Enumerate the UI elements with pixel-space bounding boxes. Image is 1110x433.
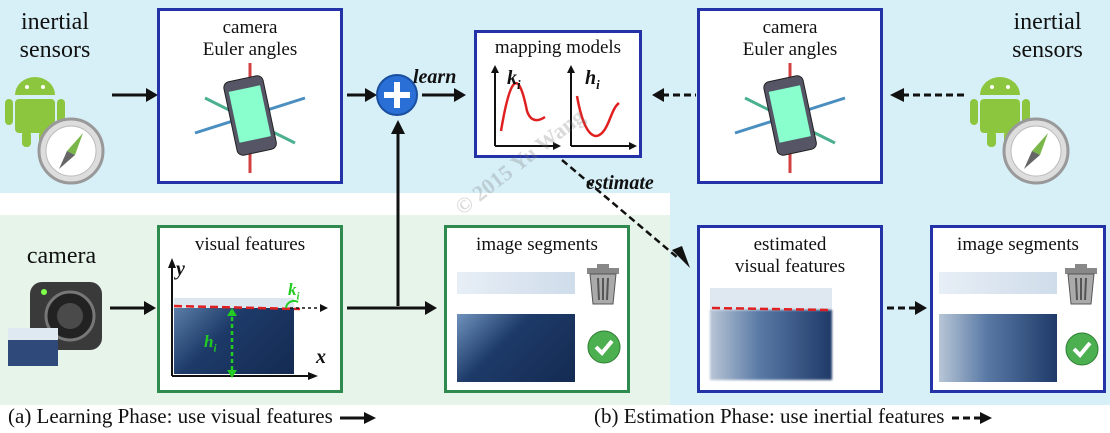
- image-segments-box-right: image segments: [930, 225, 1106, 393]
- k-curve: [499, 81, 546, 132]
- arrow-features-to-segments: [347, 301, 437, 315]
- sensors-icon-left: [5, 75, 115, 185]
- caption-learning: (a) Learning Phase: use visual features: [8, 404, 378, 429]
- arrow-estimated-to-segments-dashed: [887, 301, 927, 315]
- h-curve: [575, 95, 620, 138]
- sea-segment-right: [939, 314, 1057, 382]
- image-segments-title-left: image segments: [476, 234, 598, 255]
- caption-estimation: (b) Estimation Phase: use inertial featu…: [594, 404, 994, 429]
- camera-euler-title-right: camera Euler angles: [742, 17, 838, 60]
- h-label: hi: [585, 67, 600, 92]
- phone-axes-icon-left: [194, 63, 306, 173]
- estimated-features-box: estimated visual features: [697, 225, 883, 393]
- arrow-models-to-estimated-dashed: [561, 159, 690, 268]
- camera-app-icon: [8, 282, 102, 366]
- learn-label: learn: [413, 66, 457, 88]
- k-label: ki: [507, 67, 521, 92]
- arrow-sensors-to-euler-right-dashed: [890, 88, 964, 102]
- sky-segment-right: [939, 272, 1057, 294]
- feature-axes: [168, 258, 328, 380]
- visual-features-title: visual features: [194, 234, 306, 255]
- combine-plus-icon: [376, 74, 418, 116]
- sensors-icon-right: [970, 75, 1080, 185]
- visual-features-box: visual features y x ki hi: [157, 225, 343, 393]
- solid-arrow-legend: [340, 412, 377, 425]
- inertial-sensors-label-right: inertial sensors: [1012, 9, 1083, 63]
- camera-euler-title-left: camera Euler angles: [202, 17, 298, 60]
- sea-segment-left: [457, 314, 575, 382]
- estimated-horizon-line: [711, 306, 831, 312]
- arrow-sensors-to-euler-left: [112, 88, 158, 102]
- caption-estimation-text: (b) Estimation Phase: use inertial featu…: [594, 404, 945, 428]
- check-icon-left: [587, 330, 621, 364]
- y-axis-label: y: [176, 258, 185, 280]
- phone-axes-icon-right: [734, 63, 846, 173]
- check-icon-right: [1065, 332, 1099, 366]
- sea-image: [174, 306, 294, 374]
- mapping-models-box: mapping models ki hi: [474, 30, 642, 158]
- image-segments-box-left: image segments: [444, 225, 630, 393]
- horizon-line: [173, 304, 301, 311]
- k-marker-label: ki: [288, 280, 300, 303]
- camera-icon: [8, 278, 108, 368]
- mapping-curves-plot: [491, 65, 637, 150]
- camera-label: camera: [26, 243, 97, 269]
- camera-euler-box-right: camera Euler angles: [697, 8, 883, 184]
- camera-euler-box-left: camera Euler angles: [157, 8, 343, 184]
- arrow-plus-to-models: [422, 88, 466, 102]
- caption-learning-text: (a) Learning Phase: use visual features: [8, 404, 333, 428]
- mapping-models-title: mapping models: [494, 37, 622, 58]
- android-compass-icon: [5, 77, 105, 185]
- image-segments-title-right: image segments: [957, 234, 1079, 255]
- inertial-sensors-label-left: inertial sensors: [19, 9, 91, 63]
- arrow-features-to-plus: [391, 120, 405, 306]
- dashed-arrow-legend: [951, 412, 992, 425]
- arrow-camera-to-features: [110, 301, 156, 315]
- blurred-sea-image: [710, 310, 832, 380]
- h-marker-label: hi: [204, 332, 217, 355]
- arrow-euler-to-models-dashed: [652, 88, 696, 102]
- android-compass-icon-right: [970, 77, 1070, 185]
- arrow-euler-to-plus: [347, 88, 377, 102]
- estimate-label: estimate: [586, 172, 654, 194]
- sky-segment-left: [457, 272, 575, 294]
- trash-icon-right: [1065, 264, 1097, 305]
- trash-icon-left: [587, 264, 619, 305]
- x-axis-label: x: [316, 346, 326, 368]
- estimated-features-title: estimated visual features: [734, 234, 846, 277]
